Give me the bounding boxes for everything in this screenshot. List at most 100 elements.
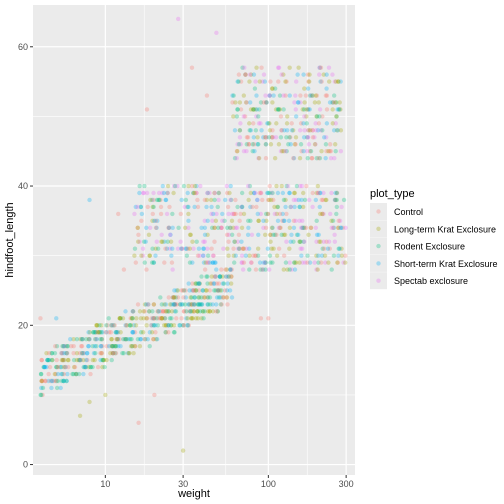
data-point — [196, 281, 202, 286]
data-point — [142, 337, 147, 342]
data-point — [263, 142, 269, 147]
data-point — [50, 378, 55, 384]
data-point — [220, 281, 226, 286]
data-point — [245, 135, 251, 140]
data-point — [277, 225, 283, 231]
data-point — [171, 302, 176, 307]
data-point — [234, 114, 240, 119]
legend-key-box — [370, 237, 387, 255]
data-point — [204, 288, 209, 293]
data-point — [87, 337, 92, 342]
data-point — [343, 260, 348, 265]
data-point — [99, 337, 105, 342]
data-point — [215, 204, 220, 210]
data-point — [261, 100, 266, 105]
data-point — [216, 281, 222, 286]
data-point — [143, 239, 148, 244]
data-point — [186, 218, 191, 224]
data-point — [63, 364, 68, 370]
data-point — [336, 225, 341, 231]
data-point — [145, 204, 150, 210]
data-point — [244, 135, 250, 140]
data-point — [270, 225, 275, 231]
data-point — [320, 211, 325, 217]
data-point — [237, 128, 243, 133]
data-point — [216, 288, 221, 293]
data-point — [246, 197, 251, 203]
data-point — [154, 316, 159, 321]
data-point — [291, 190, 297, 196]
data-point — [251, 190, 257, 196]
data-point — [205, 274, 210, 279]
data-point — [77, 350, 83, 356]
data-point — [326, 149, 331, 154]
data-point — [101, 357, 106, 363]
data-point — [332, 232, 337, 237]
data-point — [233, 253, 238, 258]
data-point — [299, 183, 305, 189]
data-point — [111, 350, 116, 356]
data-point — [207, 309, 213, 314]
data-point — [51, 378, 57, 384]
data-point — [190, 309, 195, 314]
data-point — [149, 323, 154, 328]
data-point — [160, 309, 166, 314]
data-point — [323, 155, 328, 161]
data-point — [151, 260, 156, 265]
data-point — [142, 302, 148, 307]
data-point — [318, 128, 324, 133]
data-point — [324, 239, 329, 244]
data-point — [318, 190, 323, 196]
data-point — [276, 107, 282, 112]
data-point — [61, 371, 67, 377]
data-point — [336, 218, 341, 224]
data-point — [78, 357, 83, 363]
data-point — [79, 337, 85, 342]
data-point — [228, 267, 233, 272]
data-point — [144, 323, 149, 328]
data-point — [239, 204, 244, 210]
data-point — [256, 155, 262, 161]
data-point — [55, 378, 61, 384]
data-point — [140, 253, 146, 258]
data-point — [200, 253, 206, 258]
data-point — [156, 309, 162, 314]
data-point — [237, 135, 243, 140]
data-point — [333, 190, 338, 196]
data-point — [190, 239, 195, 244]
data-point — [297, 155, 303, 161]
data-point — [279, 183, 284, 189]
data-point — [202, 267, 208, 272]
data-point — [306, 79, 311, 84]
data-point — [217, 274, 222, 279]
data-point — [203, 288, 208, 293]
data-point — [241, 260, 247, 265]
data-point — [253, 107, 258, 112]
data-point — [209, 274, 215, 279]
data-point — [88, 364, 93, 370]
data-point — [287, 65, 292, 70]
data-point — [146, 302, 151, 307]
data-point — [241, 93, 247, 98]
data-point — [330, 107, 335, 112]
data-point — [246, 246, 252, 251]
data-point — [235, 246, 241, 251]
data-point — [273, 107, 279, 112]
data-point — [275, 107, 280, 112]
data-point — [232, 239, 237, 244]
data-point — [247, 128, 252, 133]
data-point — [298, 239, 303, 244]
data-point — [110, 343, 115, 349]
data-point — [71, 357, 77, 363]
data-point — [219, 267, 224, 272]
data-point — [205, 190, 210, 196]
data-point — [158, 211, 164, 217]
data-point — [197, 295, 202, 300]
legend-entry-label: Long-term Krat Exclosure — [394, 224, 496, 234]
data-point — [154, 337, 159, 342]
data-point — [228, 267, 233, 272]
data-point — [334, 128, 340, 133]
data-point — [200, 309, 206, 314]
data-point — [320, 114, 325, 119]
data-point — [41, 364, 46, 370]
